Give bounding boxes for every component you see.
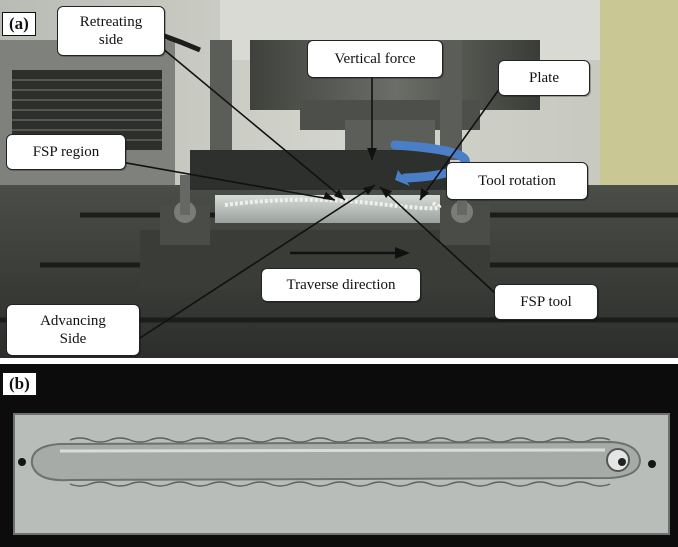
label-fsp-tool: FSP tool (494, 284, 598, 320)
panel-b-tag: (b) (2, 372, 37, 396)
panel-a-photo: (a) Retreating side Vertical force Plate… (0, 0, 678, 358)
panel-b-photo: (b) (0, 364, 678, 547)
label-plate: Plate (498, 60, 590, 96)
label-vertical-force: Vertical force (307, 40, 443, 78)
label-traverse-direction: Traverse direction (261, 268, 421, 302)
label-fsp-region: FSP region (6, 134, 126, 170)
label-advancing-side: Advancing Side (6, 304, 140, 356)
processed-plate-photo (0, 364, 678, 547)
panel-a-tag: (a) (2, 12, 36, 36)
label-retreating-side: Retreating side (57, 6, 165, 56)
label-tool-rotation: Tool rotation (446, 162, 588, 200)
